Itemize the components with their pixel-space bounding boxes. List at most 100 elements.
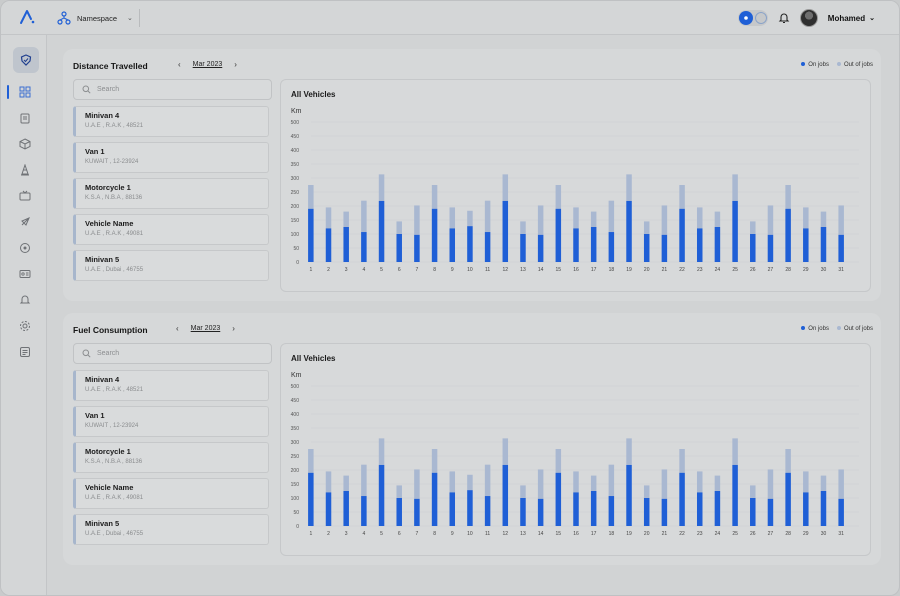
x-tick-label: 17 [591,267,597,273]
list-item[interactable]: Vehicle Name U.A.E , R.A.K , 49081 [73,478,269,509]
sidebar-item-document[interactable] [15,342,35,362]
next-month-button[interactable]: › [234,60,237,69]
sidebar-item-box[interactable] [15,134,35,154]
x-tick-label: 9 [451,267,454,273]
list-item[interactable]: Minivan 4 U.A.E , R.A.K , 48521 [73,106,269,137]
legend-on-jobs[interactable]: On jobs [801,62,829,68]
x-tick-label: 12 [503,267,509,273]
bar-out-of-jobs [414,469,420,499]
panel-title: Distance Travelled [73,61,148,71]
list-item[interactable]: Motorcycle 1 K.S.A , N.B.A , 88136 [73,442,269,473]
sidebar-item-settings[interactable] [15,316,35,336]
y-tick-label: 250 [291,190,300,196]
x-tick-label: 1 [309,267,312,273]
x-tick-label: 18 [609,267,615,273]
month-label[interactable]: Mar 2023 [192,61,223,68]
list-item[interactable]: Minivan 4 U.A.E , R.A.K , 48521 [73,370,269,401]
bar-on-jobs [361,232,367,262]
y-tick-label: 150 [291,218,300,224]
chart-title: All Vehicles [291,90,336,99]
theme-toggle[interactable] [737,10,768,26]
logo-icon[interactable] [19,9,35,25]
moon-icon [754,12,767,24]
previous-month-button[interactable]: ‹ [176,324,179,333]
bar-out-of-jobs [555,449,562,473]
x-tick-label: 25 [732,531,738,537]
bar-out-of-jobs [750,221,756,234]
sidebar-item-tv[interactable] [15,186,35,206]
list-item[interactable]: Minivan 5 U.A.E , Dubai , 46755 [73,250,269,281]
sidebar [1,35,47,595]
bar-on-jobs [537,234,544,262]
month-label[interactable]: Mar 2023 [190,325,221,332]
bar-on-jobs [661,234,668,262]
bar-out-of-jobs [467,210,473,227]
y-tick-label: 0 [296,260,299,266]
previous-month-button[interactable]: ‹ [178,60,181,69]
x-tick-label: 18 [609,531,615,537]
bar-out-of-jobs [767,469,774,499]
vehicle-search-input[interactable]: Search [73,79,272,100]
bar-on-jobs [767,234,774,262]
sidebar-item-cone[interactable] [15,160,35,180]
chevron-down-icon: ⌄ [869,15,875,22]
list-item[interactable]: Vehicle Name U.A.E , R.A.K , 49081 [73,214,269,245]
list-item[interactable]: Van 1 KUWAIT , 12-23924 [73,406,269,437]
x-tick-label: 23 [697,267,703,273]
bar-on-jobs [590,227,597,262]
sidebar-item-shield[interactable] [13,47,39,73]
x-tick-label: 16 [573,531,579,537]
list-item[interactable]: Van 1 KUWAIT , 12-23924 [73,142,269,173]
bar-out-of-jobs [714,211,721,227]
bar-out-of-jobs [732,174,738,201]
vehicle-search-input[interactable]: Search [73,343,272,364]
bar-out-of-jobs [449,471,456,493]
divider [139,9,140,27]
legend-out-of-jobs[interactable]: Out of jobs [836,326,873,332]
bar-out-of-jobs [308,449,314,473]
x-tick-label: 15 [556,531,562,537]
bar-out-of-jobs [679,185,685,209]
bar-on-jobs [467,226,473,262]
bar-on-jobs [820,227,827,262]
sidebar-item-idcard[interactable] [15,264,35,284]
namespace-selector[interactable]: Namespace ⌄ [57,9,133,27]
sidebar-item-rocket[interactable] [15,212,35,232]
bar-on-jobs [484,496,491,526]
user-menu[interactable]: Mohamed ⌄ [828,14,875,23]
bar-on-jobs [343,227,349,262]
x-tick-label: 2 [327,267,330,273]
sidebar-item-clipboard[interactable] [15,108,35,128]
x-tick-label: 12 [503,531,509,537]
legend-on-jobs[interactable]: On jobs [801,326,829,332]
bar-out-of-jobs [838,205,844,235]
next-month-button[interactable]: › [232,324,235,333]
sidebar-item-dashboard[interactable] [15,82,35,102]
map-pin-icon [20,243,30,253]
sidebar-item-location[interactable] [15,238,35,258]
distance-travelled-panel: Distance Travelled ‹ Mar 2023 › On jobs … [63,49,881,301]
bar-out-of-jobs [555,185,562,209]
avatar[interactable] [799,9,818,27]
bar-out-of-jobs [520,485,526,498]
bar-on-jobs [555,208,562,262]
bell-icon[interactable] [778,12,790,24]
bar-out-of-jobs [785,449,791,473]
y-tick-label: 150 [291,482,300,488]
bar-on-jobs [643,234,650,262]
legend-out-of-jobs[interactable]: Out of jobs [836,62,873,68]
bar-out-of-jobs [608,200,615,233]
sidebar-item-bell[interactable] [15,290,35,310]
sun-icon [738,11,753,25]
bar-on-jobs [484,232,491,262]
list-item[interactable]: Minivan 5 U.A.E , Dubai , 46755 [73,514,269,545]
x-tick-label: 29 [803,531,809,537]
list-item[interactable]: Motorcycle 1 K.S.A , N.B.A , 88136 [73,178,269,209]
bar-out-of-jobs [467,474,473,491]
bar-on-jobs [732,200,738,262]
bar-on-jobs [750,234,756,262]
x-tick-label: 27 [768,531,774,537]
bar-out-of-jobs [696,207,703,229]
search-placeholder: Search [97,350,120,357]
x-tick-label: 4 [362,531,365,537]
